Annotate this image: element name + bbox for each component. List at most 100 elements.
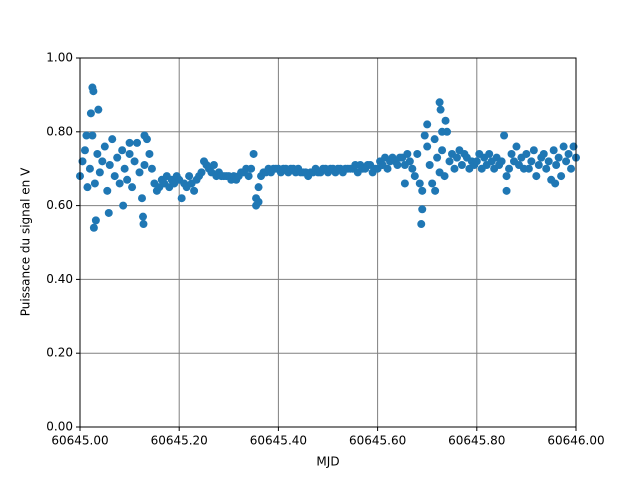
point bbox=[544, 157, 553, 166]
point bbox=[418, 205, 427, 214]
point bbox=[82, 131, 91, 140]
point bbox=[502, 186, 511, 195]
point bbox=[436, 105, 445, 114]
x-tick-label: 60645.00 bbox=[51, 434, 108, 448]
point bbox=[534, 161, 543, 170]
point bbox=[140, 161, 149, 170]
point bbox=[197, 168, 206, 177]
point bbox=[108, 135, 117, 144]
point bbox=[423, 120, 432, 129]
point bbox=[139, 220, 148, 229]
point bbox=[542, 164, 551, 173]
point bbox=[532, 172, 541, 181]
y-tick-label: 0.60 bbox=[46, 198, 73, 212]
point bbox=[85, 164, 94, 173]
point bbox=[522, 149, 531, 158]
point bbox=[502, 172, 511, 181]
point bbox=[254, 183, 263, 192]
point bbox=[562, 157, 571, 166]
point bbox=[413, 149, 422, 158]
point bbox=[564, 149, 573, 158]
point bbox=[138, 194, 146, 203]
point bbox=[554, 153, 563, 162]
point bbox=[539, 149, 548, 158]
point bbox=[177, 194, 186, 203]
point bbox=[147, 164, 156, 173]
point bbox=[445, 157, 454, 166]
point bbox=[88, 131, 97, 140]
x-tick-label: 60645.60 bbox=[349, 434, 406, 448]
point bbox=[86, 109, 95, 118]
point bbox=[505, 164, 514, 173]
y-axis-label: Puissance du signal en V bbox=[19, 167, 33, 316]
point bbox=[500, 131, 509, 140]
point bbox=[140, 131, 149, 140]
point bbox=[120, 164, 129, 173]
point bbox=[138, 212, 147, 221]
point bbox=[118, 146, 127, 155]
point bbox=[557, 172, 566, 181]
point bbox=[440, 172, 449, 181]
point bbox=[559, 142, 568, 151]
x-tick-label: 60645.80 bbox=[448, 434, 505, 448]
point bbox=[415, 179, 424, 188]
point bbox=[551, 179, 560, 188]
point bbox=[393, 161, 402, 170]
point bbox=[435, 98, 444, 107]
point bbox=[119, 201, 128, 210]
point bbox=[410, 172, 419, 181]
point bbox=[254, 197, 263, 206]
point bbox=[408, 164, 417, 173]
point bbox=[105, 161, 114, 170]
point bbox=[190, 186, 199, 195]
point bbox=[89, 87, 98, 96]
plot-frame bbox=[79, 57, 577, 428]
point bbox=[420, 131, 429, 140]
point bbox=[100, 142, 109, 151]
point bbox=[400, 179, 409, 188]
point bbox=[431, 186, 440, 195]
point bbox=[529, 146, 538, 155]
point bbox=[91, 216, 100, 225]
y-tick-label: 0.00 bbox=[46, 420, 73, 434]
point bbox=[185, 172, 194, 181]
point bbox=[83, 183, 92, 192]
point bbox=[425, 161, 434, 170]
point bbox=[113, 153, 122, 162]
y-tick-label: 0.80 bbox=[46, 124, 73, 138]
point bbox=[472, 157, 481, 166]
point bbox=[405, 157, 414, 166]
point bbox=[524, 164, 533, 173]
point bbox=[428, 179, 437, 188]
point bbox=[94, 105, 103, 114]
x-tick-label: 60645.20 bbox=[151, 434, 208, 448]
point bbox=[507, 149, 516, 158]
point bbox=[249, 149, 258, 158]
point bbox=[247, 164, 256, 173]
point bbox=[93, 149, 102, 158]
x-tick-label: 60646.00 bbox=[547, 434, 604, 448]
point bbox=[441, 116, 450, 125]
point bbox=[527, 157, 536, 166]
point bbox=[567, 164, 576, 173]
point bbox=[244, 172, 253, 181]
y-tick-label: 0.20 bbox=[46, 346, 73, 360]
point bbox=[485, 149, 494, 158]
point bbox=[135, 168, 144, 177]
point bbox=[423, 142, 432, 151]
point bbox=[95, 168, 104, 177]
point bbox=[125, 149, 134, 158]
point bbox=[103, 186, 112, 195]
x-tick-label: 60645.40 bbox=[250, 434, 307, 448]
point bbox=[123, 175, 132, 184]
point bbox=[430, 135, 439, 144]
point bbox=[552, 161, 561, 170]
point bbox=[133, 138, 142, 147]
point bbox=[130, 157, 139, 166]
y-tick-label: 0.40 bbox=[46, 272, 73, 286]
point bbox=[433, 153, 442, 162]
point bbox=[115, 179, 124, 188]
y-tick-label: 1.00 bbox=[46, 51, 73, 65]
